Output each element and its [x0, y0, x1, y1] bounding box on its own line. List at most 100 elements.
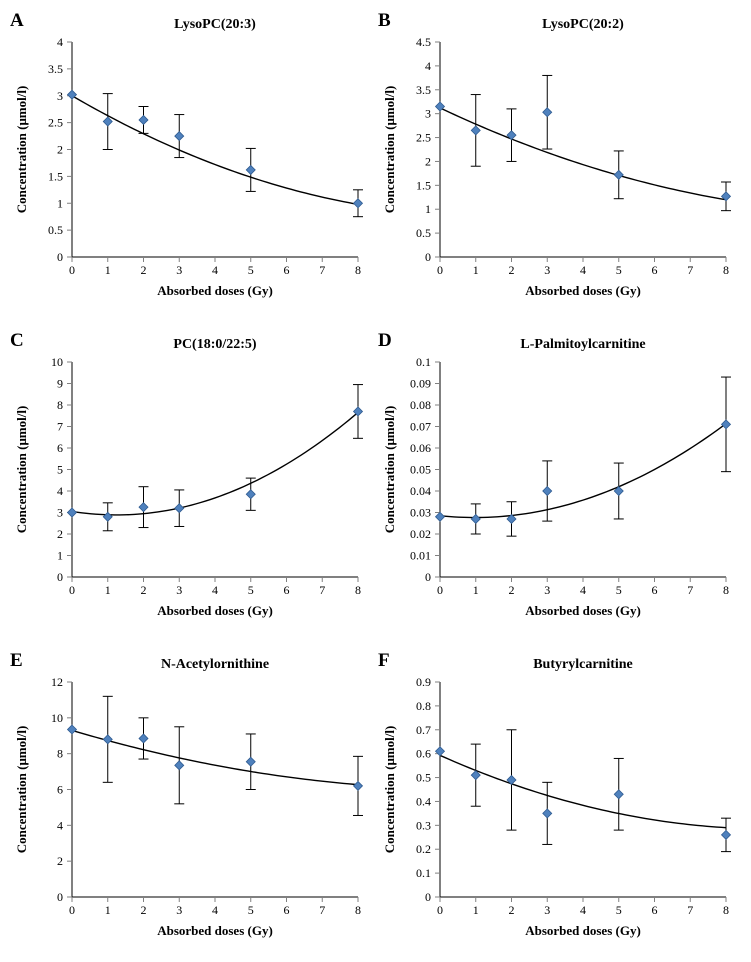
y-axis-label: Concentration (μmol/l)	[382, 726, 397, 854]
svg-text:0: 0	[69, 263, 75, 277]
panel-letter: B	[378, 10, 391, 32]
chart-f: 01234567800.10.20.30.40.50.60.70.80.9Abs…	[378, 650, 738, 945]
chart-title: L-Palmitoylcarnitine	[520, 337, 645, 352]
svg-text:0: 0	[437, 263, 443, 277]
svg-text:6: 6	[652, 903, 658, 917]
svg-text:2: 2	[57, 854, 63, 868]
svg-text:0: 0	[437, 583, 443, 597]
svg-text:0.5: 0.5	[48, 223, 63, 237]
svg-text:10: 10	[51, 355, 63, 369]
svg-text:0.1: 0.1	[416, 355, 431, 369]
svg-text:1.5: 1.5	[416, 178, 431, 192]
svg-text:0.03: 0.03	[410, 506, 431, 520]
svg-text:0: 0	[425, 890, 431, 904]
svg-text:0.7: 0.7	[416, 723, 431, 737]
data-marker	[436, 512, 445, 521]
chart-e: 012345678024681012Absorbed doses (Gy)Con…	[10, 650, 370, 945]
data-marker	[246, 757, 255, 766]
svg-text:3: 3	[425, 107, 431, 121]
data-marker	[246, 165, 255, 174]
x-axis-label: Absorbed doses (Gy)	[525, 283, 641, 298]
x-axis-label: Absorbed doses (Gy)	[525, 923, 641, 938]
svg-text:6: 6	[284, 263, 290, 277]
data-marker	[246, 490, 255, 499]
svg-text:1: 1	[105, 263, 111, 277]
svg-text:0: 0	[425, 570, 431, 584]
panel-b: B01234567800.511.522.533.544.5Absorbed d…	[378, 10, 741, 305]
svg-text:0.02: 0.02	[410, 527, 431, 541]
chart-c: 012345678012345678910Absorbed doses (Gy)…	[10, 330, 370, 625]
chart-title: Butyrylcarnitine	[533, 657, 633, 672]
panel-d: D01234567800.010.020.030.040.050.060.070…	[378, 330, 741, 625]
svg-text:8: 8	[355, 583, 361, 597]
data-marker	[175, 761, 184, 770]
svg-text:4: 4	[580, 583, 586, 597]
panel-f: F01234567800.10.20.30.40.50.60.70.80.9Ab…	[378, 650, 741, 945]
y-axis-label: Concentration (μmol/l)	[14, 406, 29, 534]
panel-e: E012345678024681012Absorbed doses (Gy)Co…	[10, 650, 373, 945]
fit-curve	[440, 424, 726, 518]
data-marker	[543, 809, 552, 818]
svg-text:1: 1	[57, 549, 63, 563]
data-marker	[103, 117, 112, 126]
svg-text:5: 5	[616, 583, 622, 597]
data-marker	[543, 487, 552, 496]
fit-curve	[72, 412, 358, 514]
chart-b: 01234567800.511.522.533.544.5Absorbed do…	[378, 10, 738, 305]
svg-text:8: 8	[723, 263, 729, 277]
svg-text:8: 8	[723, 903, 729, 917]
svg-text:2: 2	[141, 263, 147, 277]
svg-text:0.5: 0.5	[416, 771, 431, 785]
data-marker	[354, 199, 363, 208]
chart-a: 01234567800.511.522.533.54Absorbed doses…	[10, 10, 370, 305]
svg-text:0.4: 0.4	[416, 794, 431, 808]
svg-text:1: 1	[473, 903, 479, 917]
svg-text:7: 7	[687, 903, 693, 917]
panel-letter: A	[10, 10, 24, 32]
panel-c: C012345678012345678910Absorbed doses (Gy…	[10, 330, 373, 625]
svg-text:5: 5	[248, 583, 254, 597]
svg-text:3: 3	[176, 263, 182, 277]
svg-text:3: 3	[544, 903, 550, 917]
svg-text:6: 6	[652, 263, 658, 277]
svg-text:0: 0	[437, 903, 443, 917]
svg-text:0.01: 0.01	[410, 549, 431, 563]
svg-text:5: 5	[248, 903, 254, 917]
data-marker	[436, 747, 445, 756]
panel-letter: E	[10, 650, 23, 672]
svg-text:1: 1	[425, 202, 431, 216]
chart-title: LysoPC(20:2)	[542, 17, 624, 32]
svg-text:1: 1	[473, 263, 479, 277]
svg-text:2: 2	[57, 143, 63, 157]
svg-text:0: 0	[69, 903, 75, 917]
svg-text:3: 3	[176, 583, 182, 597]
data-marker	[354, 781, 363, 790]
svg-text:4: 4	[580, 903, 586, 917]
panel-letter: C	[10, 330, 24, 352]
svg-text:8: 8	[57, 747, 63, 761]
svg-text:2.5: 2.5	[48, 116, 63, 130]
x-axis-label: Absorbed doses (Gy)	[157, 923, 273, 938]
x-axis-label: Absorbed doses (Gy)	[157, 603, 273, 618]
svg-text:0: 0	[69, 583, 75, 597]
svg-text:3: 3	[176, 903, 182, 917]
svg-text:8: 8	[723, 583, 729, 597]
svg-text:5: 5	[57, 463, 63, 477]
fit-curve	[440, 108, 726, 200]
svg-text:4: 4	[212, 903, 218, 917]
svg-text:4: 4	[425, 59, 431, 73]
svg-text:12: 12	[51, 675, 63, 689]
svg-text:4: 4	[212, 263, 218, 277]
svg-text:3.5: 3.5	[416, 83, 431, 97]
svg-text:2: 2	[425, 154, 431, 168]
svg-text:4.5: 4.5	[416, 35, 431, 49]
svg-text:4: 4	[580, 263, 586, 277]
data-marker	[103, 735, 112, 744]
svg-text:0.1: 0.1	[416, 866, 431, 880]
svg-text:2: 2	[141, 903, 147, 917]
svg-text:0.6: 0.6	[416, 747, 431, 761]
svg-text:5: 5	[616, 263, 622, 277]
svg-text:6: 6	[284, 903, 290, 917]
svg-text:8: 8	[355, 903, 361, 917]
svg-text:0: 0	[57, 570, 63, 584]
